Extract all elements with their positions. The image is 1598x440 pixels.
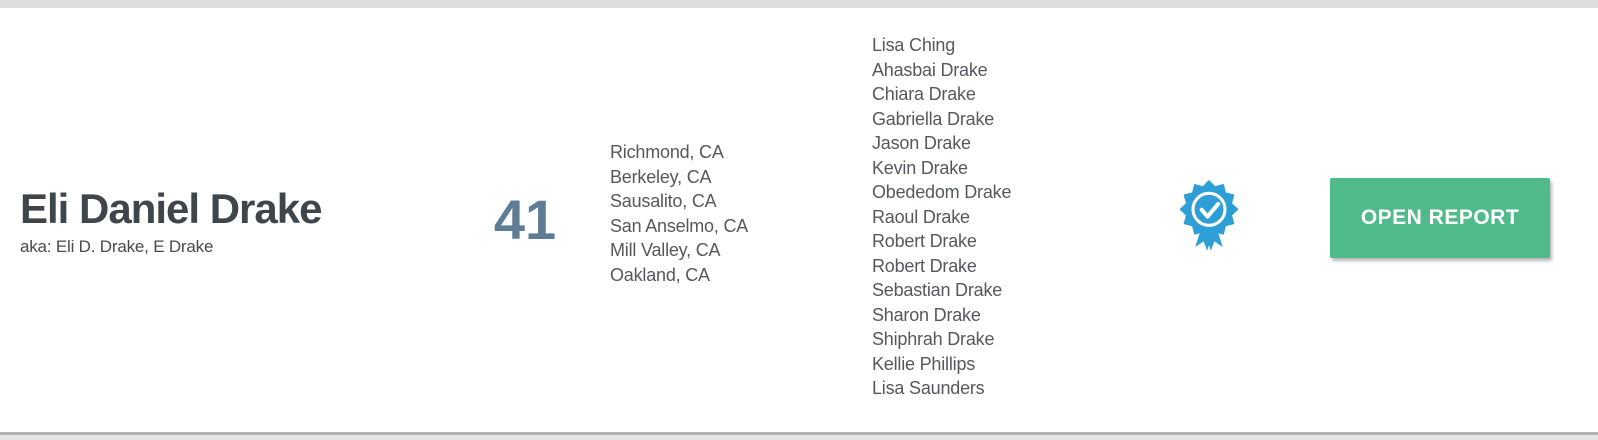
relative-item: Chiara Drake — [872, 84, 976, 104]
relative-item: Ahasbai Drake — [872, 59, 988, 80]
locations-list: Richmond, CA Berkeley, CA Sausalito, CA … — [610, 140, 748, 287]
relative-item: Robert Drake — [872, 255, 977, 276]
row-divider-top — [0, 0, 1598, 8]
relative-item: Jason Drake — [872, 133, 971, 153]
verified-ribbon-icon — [1178, 180, 1240, 258]
relative-item: Sebastian Drake — [872, 280, 1003, 300]
person-age: 41 — [493, 188, 557, 251]
relative-item: Kellie Phillips — [872, 353, 976, 374]
relative-item: Lisa Ching — [872, 35, 956, 55]
row-divider-bottom — [0, 432, 1598, 435]
relatives-list: Lisa Ching Ahasbai Drake Chiara Drake Ga… — [872, 33, 1011, 401]
page-background-bottom — [0, 435, 1598, 440]
relative-item: Kevin Drake — [872, 157, 968, 178]
relative-item: Lisa Saunders — [872, 378, 985, 398]
person-name-block: Eli Daniel Drake aka: Eli D. Drake, E Dr… — [20, 185, 322, 257]
location-item: Oakland, CA — [610, 264, 710, 285]
person-aka: aka: Eli D. Drake, E Drake — [20, 237, 214, 257]
relative-item: Sharon Drake — [872, 304, 981, 325]
relative-item: Robert Drake — [872, 231, 977, 251]
location-item: Mill Valley, CA — [610, 240, 721, 260]
location-item: San Anselmo, CA — [610, 215, 749, 236]
person-name: Eli Daniel Drake — [20, 185, 322, 232]
location-item: Richmond, CA — [610, 142, 724, 162]
relative-item: Shiphrah Drake — [872, 329, 995, 349]
location-item: Sausalito, CA — [610, 191, 717, 211]
location-item: Berkeley, CA — [610, 166, 712, 187]
relative-item: Obededom Drake — [872, 182, 1012, 202]
relative-item: Raoul Drake — [872, 206, 970, 227]
relative-item: Gabriella Drake — [872, 108, 995, 129]
open-report-button[interactable]: OPEN REPORT — [1330, 178, 1550, 258]
